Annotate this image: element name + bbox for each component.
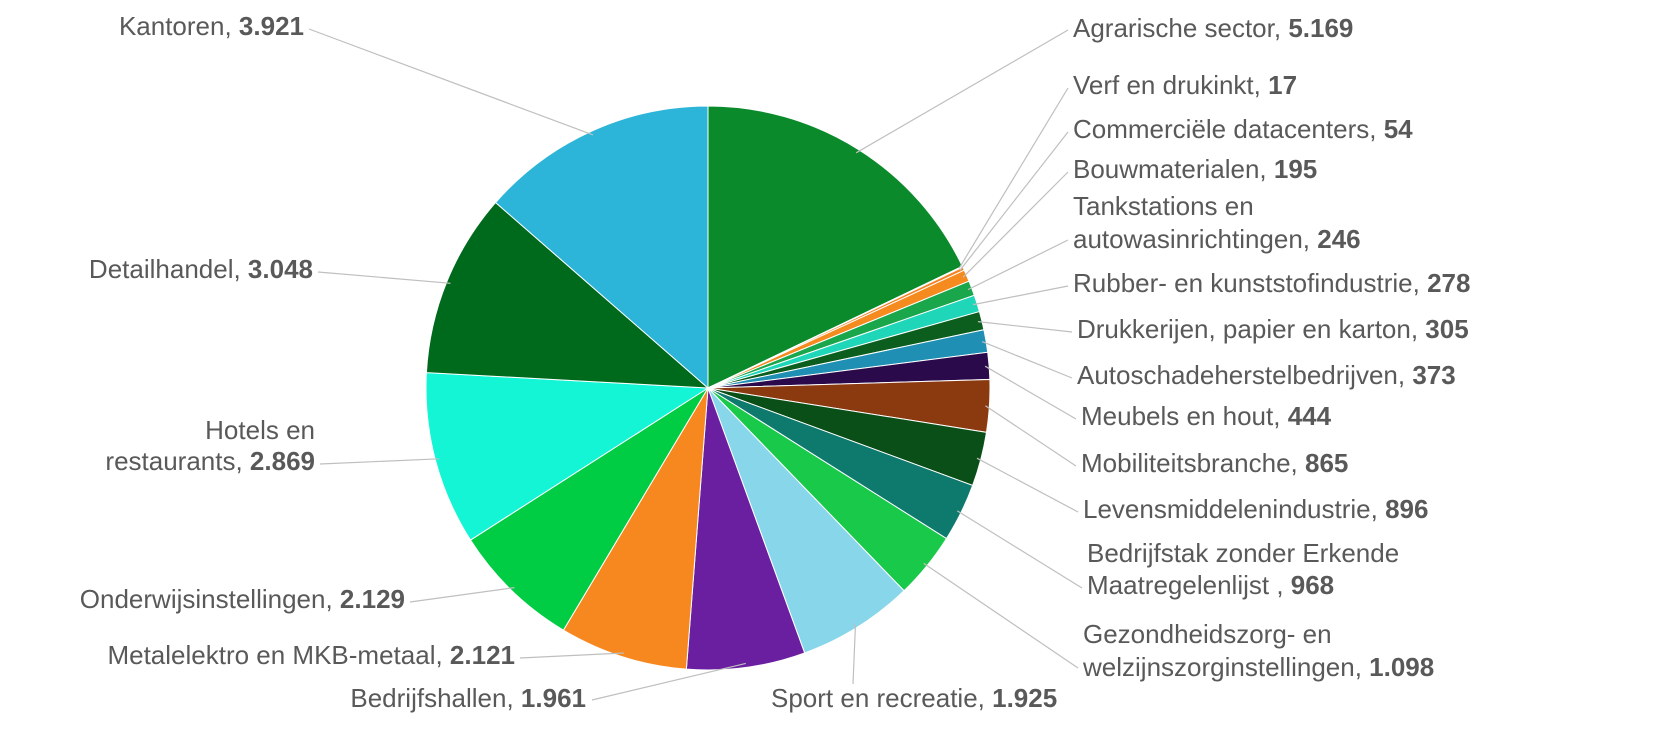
data-label-autoschadeherstelbedrijven: Autoschadeherstelbedrijven, 373 [1077, 360, 1456, 390]
leader-line-mobiliteitsbranche [985, 405, 1077, 467]
label-value: 278 [1427, 268, 1470, 298]
label-text: Levensmiddelenindustrie, [1083, 494, 1385, 524]
leader-line-levensmiddelenindustrie [976, 457, 1079, 513]
data-label-sport-en-recreatie: Sport en recreatie, 1.925 [771, 683, 1057, 713]
leader-line-bedrijfshallen [591, 662, 746, 701]
data-label-kantoren: Kantoren, 3.921 [119, 11, 304, 41]
leader-line-onderwijsinstellingen [409, 587, 515, 603]
data-label-metalelektro-en-mkb-metaal: Metalelektro en MKB-metaal, 2.121 [107, 640, 515, 670]
label-value: 373 [1412, 360, 1455, 390]
label-value: 3.921 [239, 11, 304, 41]
label-value: 968 [1291, 570, 1334, 600]
leader-line-metalelektro-en-mkb-metaal [519, 652, 624, 659]
slice-agrarische-sector [707, 105, 964, 389]
label-value: 305 [1425, 314, 1468, 344]
label-text: Sport en recreatie, [771, 683, 992, 713]
data-label-detailhandel: Detailhandel, 3.048 [89, 254, 313, 284]
label-text: Bedrijfstak zonder Erkende [1087, 538, 1399, 568]
label-text: Hotels en [205, 415, 315, 445]
label-value: 1.925 [992, 683, 1057, 713]
data-label-tankstations-en-autowasinrichtingen: Tankstations en autowasinrichtingen, 246 [1073, 191, 1361, 254]
data-label-onderwijsinstellingen: Onderwijsinstellingen, 2.129 [80, 584, 405, 614]
leader-line-kantoren [308, 28, 594, 136]
label-text: Bouwmaterialen, [1073, 154, 1274, 184]
label-value: 17 [1268, 70, 1297, 100]
slice-onderwijsinstellingen [469, 387, 709, 631]
data-label-bouwmaterialen: Bouwmaterialen, 195 [1073, 154, 1317, 184]
leader-line-tankstations-en-autowasinrichtingen [967, 239, 1069, 291]
label-value: 896 [1385, 494, 1428, 524]
label-text: welzijnszorginstellingen, [1082, 652, 1369, 682]
label-value: 3.048 [248, 254, 313, 284]
label-text: Onderwijsinstellingen, [80, 584, 340, 614]
slice-bedrijfshallen [685, 387, 806, 671]
data-label-gezondheidszorg-en-welzijnszorginstellingen: Gezondheidszorg- en welzijnszorginstellin… [1082, 619, 1434, 682]
data-label-commerciele-datacenters: Commerciële datacenters, 54 [1073, 114, 1413, 144]
label-value: 2.121 [450, 640, 515, 670]
leader-line-commerciele-datacenters [959, 131, 1069, 271]
slice-sport-en-recreatie [707, 387, 905, 654]
leader-line-bouwmaterialen [962, 171, 1069, 278]
label-text: Mobiliteitsbranche, [1081, 448, 1305, 478]
label-text: Verf en drukinkt, [1073, 70, 1268, 100]
leader-line-hotels-en-restaurants [319, 458, 440, 465]
label-text: Kantoren, [119, 11, 239, 41]
label-text: Maatregelenlijst , [1087, 570, 1291, 600]
slice-hotels-en-restaurants [425, 372, 710, 541]
label-value: 195 [1274, 154, 1317, 184]
data-label-agrarische-sector: Agrarische sector, 5.169 [1073, 13, 1353, 43]
data-label-bedrijfstak-zonder-erkende-maatregelenlijst: Bedrijfstak zonder Erkende Maatregelenlij… [1087, 538, 1399, 600]
label-text: Detailhandel, [89, 254, 248, 284]
leader-line-bedrijfstak-zonder-erkende-maatregelenlijst [956, 510, 1083, 589]
leader-line-drukkerijen-papier-en-karton [977, 321, 1073, 333]
label-text: autowasinrichtingen, [1073, 224, 1317, 254]
pie-slices [425, 105, 991, 671]
label-text: Metalelektro en MKB-metaal, [107, 640, 449, 670]
label-text: Bedrijfshallen, [350, 683, 521, 713]
label-value: 1.961 [521, 683, 586, 713]
data-label-bedrijfshallen: Bedrijfshallen, 1.961 [350, 683, 586, 713]
data-label-mobiliteitsbranche: Mobiliteitsbranche, 865 [1081, 448, 1348, 478]
leader-line-meubels-en-hout [984, 365, 1077, 420]
leader-line-autoschadeherstelbedrijven [981, 341, 1073, 379]
label-text: Tankstations en [1073, 191, 1254, 221]
data-label-rubber-en-kunststofindustrie: Rubber- en kunststofindustrie, 278 [1073, 268, 1470, 298]
leader-line-detailhandel [317, 271, 451, 284]
label-text: Commerciële datacenters, [1073, 114, 1384, 144]
label-text: Agrarische sector, [1073, 13, 1288, 43]
label-text: Autoschadeherstelbedrijven, [1077, 360, 1412, 390]
leader-line-gezondheidszorg-en-welzijnszorginstellingen [923, 562, 1079, 669]
label-value: 444 [1288, 401, 1332, 431]
label-value: 5.169 [1288, 13, 1353, 43]
data-label-meubels-en-hout: Meubels en hout, 444 [1081, 401, 1332, 431]
slice-kantoren [494, 105, 709, 390]
label-value: 1.098 [1369, 652, 1434, 682]
slice-labels: Agrarische sector, 5.169 Verf en drukinkt… [80, 11, 1471, 713]
data-label-hotels-en-restaurants: Hotels en restaurants, 2.869 [105, 415, 315, 476]
slice-metalelektro-en-mkb-metaal [562, 387, 709, 670]
leader-line-rubber-en-kunststofindustrie [973, 285, 1069, 306]
data-label-verf-en-drukinkt: Verf en drukinkt, 17 [1073, 70, 1297, 100]
label-text: Gezondheidszorg- en [1083, 619, 1332, 649]
label-text: restaurants, [105, 446, 250, 476]
label-value: 865 [1305, 448, 1348, 478]
data-label-drukkerijen-papier-en-karton: Drukkerijen, papier en karton, 305 [1077, 314, 1469, 344]
leader-line-agrarische-sector [855, 29, 1069, 154]
label-text: Meubels en hout, [1081, 401, 1288, 431]
label-value: 246 [1317, 224, 1360, 254]
slice-detailhandel [425, 201, 710, 389]
leader-lines [308, 28, 1083, 701]
leader-line-sport-en-recreatie [852, 623, 857, 685]
label-value: 2.869 [250, 446, 315, 476]
label-value: 2.129 [340, 584, 405, 614]
data-label-levensmiddelenindustrie: Levensmiddelenindustrie, 896 [1083, 494, 1428, 524]
label-text: Rubber- en kunststofindustrie, [1073, 268, 1427, 298]
label-text: Drukkerijen, papier en karton, [1077, 314, 1425, 344]
label-value: 54 [1384, 114, 1413, 144]
leader-line-verf-en-drukinkt [958, 87, 1069, 269]
